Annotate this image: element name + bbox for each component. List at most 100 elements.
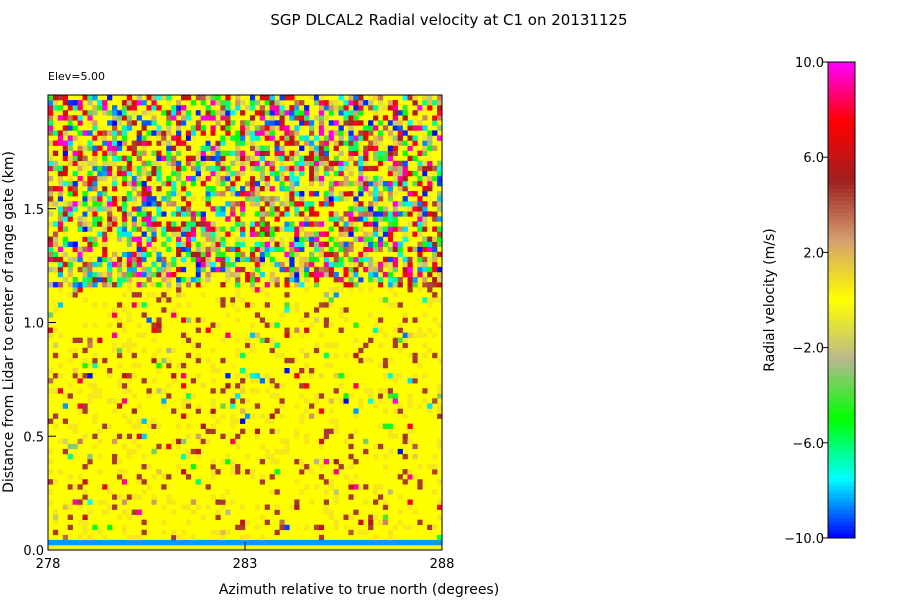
heatmap-cell [353,459,359,465]
heatmap-cell [87,186,93,192]
heatmap-cell [387,529,394,536]
heatmap-cell [343,120,349,126]
heatmap-cell [190,130,197,136]
heatmap-cell [422,175,428,182]
heatmap-cell [304,135,310,141]
heatmap-cell [195,282,201,288]
heatmap-cell [264,504,270,510]
heatmap-cell [437,100,443,106]
heatmap-cell [107,196,113,202]
heatmap-cell [368,105,374,111]
heatmap-cell [112,115,118,121]
heatmap-cell [274,509,280,515]
heatmap-cell [264,373,270,379]
heatmap-cell [313,342,320,349]
heatmap-cell [407,474,413,480]
heatmap-cell [353,337,359,344]
heatmap-cell [333,544,339,551]
heatmap-cell [328,236,334,242]
heatmap-cell [358,211,364,217]
heatmap-cell [254,312,261,318]
heatmap-cell [304,231,310,237]
heatmap-cell [318,271,325,278]
heatmap-cell [412,539,418,546]
heatmap-cell [269,236,275,242]
heatmap-cell [368,231,374,237]
heatmap-cell [116,277,123,283]
heatmap-cell [48,256,54,263]
heatmap-cell [368,282,374,288]
heatmap-cell [274,448,280,455]
heatmap-cell [427,186,433,192]
heatmap-cell [294,165,300,172]
heatmap-cell [156,347,162,354]
heatmap-cell [116,196,123,202]
heatmap-cell [161,135,167,141]
heatmap-cell [48,327,54,333]
heatmap-cell [62,403,68,409]
colorbar-segment [828,125,855,130]
heatmap-cell [210,115,216,121]
heatmap-cell [77,544,83,551]
heatmap-cell [121,125,128,131]
heatmap-cell [422,201,428,207]
heatmap-cell [230,362,236,369]
heatmap-cell [62,393,68,399]
heatmap-cell [240,383,246,389]
heatmap-cell [397,160,403,167]
heatmap-cell [328,130,334,136]
heatmap-cell [121,388,128,394]
heatmap-cell [185,155,192,162]
heatmap-cell [382,453,389,460]
heatmap-cell [112,170,118,177]
heatmap-cell [240,418,246,424]
heatmap-cell [205,246,211,253]
heatmap-cell [77,378,83,384]
heatmap-cell [358,357,364,364]
heatmap-cell [294,125,300,131]
heatmap-cell [333,524,339,531]
heatmap-cell [427,282,433,288]
heatmap-cell [304,362,310,369]
colorbar-segment [828,514,855,519]
heatmap-cell [166,261,172,268]
heatmap-cell [102,201,108,207]
heatmap-cell [82,524,88,531]
heatmap-cell [67,191,73,197]
heatmap-cell [279,519,285,526]
heatmap-cell [57,135,64,141]
heatmap-cell [57,170,64,177]
heatmap-cell [382,332,389,338]
heatmap-cell [412,378,418,384]
heatmap-cell [373,241,379,247]
heatmap-cell [195,150,201,156]
heatmap-cell [368,544,374,551]
heatmap-cell [102,251,108,258]
heatmap-cell [422,246,428,253]
heatmap-cell [176,544,182,551]
heatmap-cell [254,428,261,435]
heatmap-cell [146,277,152,283]
heatmap-cell [151,271,157,278]
heatmap-cell [294,373,300,379]
heatmap-cell [126,155,133,162]
heatmap-cell [190,160,197,167]
heatmap-cell [200,544,206,551]
heatmap-cell [151,539,157,546]
heatmap-cell [279,105,285,111]
heatmap-cell [274,145,280,151]
heatmap-cell [190,236,197,242]
heatmap-cell [151,378,157,384]
heatmap-cell [48,418,54,424]
heatmap-cell [323,256,330,263]
heatmap-cell [141,256,147,263]
heatmap-cell [102,160,108,167]
heatmap-cell [432,256,438,263]
heatmap-cell [62,277,68,283]
heatmap-cell [353,266,359,273]
heatmap-cell [210,398,216,404]
heatmap-cell [377,135,384,141]
heatmap-cell [313,145,320,151]
colorbar-segment [828,474,855,479]
heatmap-cell [215,251,221,258]
